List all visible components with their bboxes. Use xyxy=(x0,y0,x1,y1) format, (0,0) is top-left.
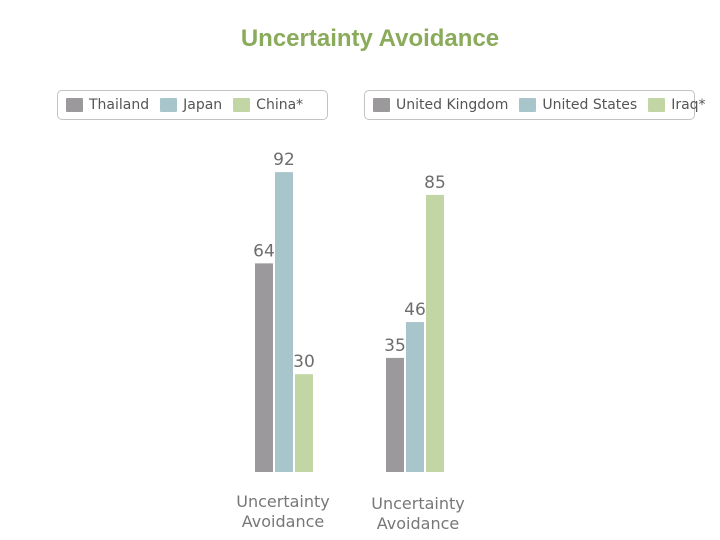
legend-label-china: China* xyxy=(256,97,304,113)
bar-iraq xyxy=(426,194,444,472)
bar-united-kingdom xyxy=(386,357,404,472)
legend-item-japan: Japan xyxy=(160,97,222,113)
bar-thailand xyxy=(255,263,273,472)
value-label-china: 30 xyxy=(293,352,315,372)
value-label-united-kingdom: 35 xyxy=(384,336,406,356)
legend-item-china: China* xyxy=(233,97,303,113)
bar-china xyxy=(295,374,313,472)
legend-item-iraq: Iraq* xyxy=(648,97,706,113)
legend-label-thailand: Thailand xyxy=(89,97,150,113)
legend-swatch-united-states xyxy=(519,98,537,112)
bar-united-states xyxy=(406,322,424,472)
legend-left: Thailand Japan China* xyxy=(57,90,328,120)
category-label-line: Uncertainty xyxy=(236,492,329,511)
category-label-line: Uncertainty xyxy=(371,494,464,513)
legend-swatch-iraq xyxy=(648,98,666,112)
bar-japan xyxy=(275,172,293,472)
value-label-iraq: 85 xyxy=(424,173,446,193)
legend-item-united-states: United States xyxy=(519,97,637,113)
legend-item-thailand: Thailand xyxy=(66,97,149,113)
category-label-line: Avoidance xyxy=(377,514,459,533)
legend-swatch-thailand xyxy=(66,98,83,112)
value-label-thailand: 64 xyxy=(253,241,275,261)
value-label-japan: 92 xyxy=(273,150,295,170)
legend-swatch-united-kingdom xyxy=(373,98,390,112)
legend-label-united-kingdom: United Kingdom xyxy=(396,97,509,113)
chart-title: Uncertainty Avoidance xyxy=(240,25,500,52)
legend-label-iraq: Iraq* xyxy=(671,97,706,113)
legend-label-japan: Japan xyxy=(183,97,223,113)
legend-right: United Kingdom United States Iraq* xyxy=(364,90,706,120)
legend-swatch-china xyxy=(233,98,251,112)
category-label-line: Avoidance xyxy=(242,512,324,531)
value-label-united-states: 46 xyxy=(404,300,426,320)
legend-label-united-states: United States xyxy=(542,97,638,113)
legend-swatch-japan xyxy=(160,98,178,112)
legend-item-united-kingdom: United Kingdom xyxy=(373,97,508,113)
